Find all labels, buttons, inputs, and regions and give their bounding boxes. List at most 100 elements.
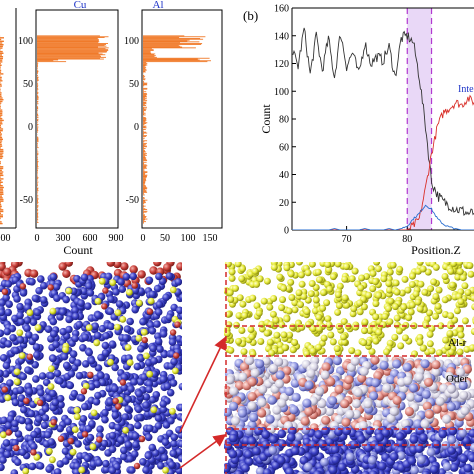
- hist-cu-bar: [37, 39, 99, 41]
- atom-yellow: [73, 406, 81, 414]
- atom-red: [36, 399, 44, 406]
- atom-yellow: [113, 323, 121, 331]
- chart-b-series: [292, 27, 474, 230]
- atom-mixed: [351, 409, 361, 419]
- atom-blue: [13, 295, 21, 303]
- atom-blue: [167, 416, 175, 425]
- atom-mixed: [442, 414, 452, 424]
- hist-cu-bar: [37, 68, 38, 69]
- atom-blue: [328, 465, 338, 474]
- atom-mixed: [420, 359, 430, 369]
- atom-blue: [146, 424, 154, 433]
- atom-yellow: [263, 277, 271, 285]
- atom-blue: [111, 384, 119, 393]
- hist-al-bar: [143, 167, 147, 168]
- atom-yellow: [291, 306, 299, 314]
- atom-blue: [145, 385, 153, 394]
- hist-left-bar: [0, 90, 1, 92]
- hist-al-bar: [143, 78, 146, 80]
- atom-yellow: [143, 352, 150, 360]
- atom-blue: [375, 432, 385, 442]
- atom-blue: [24, 366, 32, 374]
- atom-yellow: [470, 294, 474, 302]
- hist-cu-bar: [37, 44, 106, 45]
- atom-blue: [179, 414, 182, 422]
- atom-blue: [71, 334, 79, 343]
- atom-blue: [94, 391, 102, 400]
- atom-mixed: [267, 395, 277, 405]
- atom-blue: [102, 332, 110, 340]
- hist-al-bar: [143, 41, 200, 43]
- atom-yellow: [386, 268, 394, 276]
- hist-al-bar: [143, 59, 200, 61]
- hist-cu-bar: [37, 64, 38, 66]
- hist-al-bar: [143, 99, 148, 101]
- atom-blue: [70, 389, 79, 398]
- chart-b-xlabel: Position.Z: [411, 243, 461, 257]
- atom-blue: [62, 361, 71, 370]
- atom-yellow: [435, 349, 443, 357]
- atom-mixed: [424, 377, 434, 387]
- atom-blue: [234, 469, 243, 474]
- hist-cu-bar: [37, 213, 38, 215]
- atom-yellow: [114, 309, 122, 317]
- atom-mixed: [336, 366, 346, 376]
- atom-blue: [314, 430, 324, 440]
- chart-b-ylabel: Count: [259, 104, 273, 134]
- atom-yellow: [334, 291, 342, 299]
- atom-yellow: [71, 426, 79, 433]
- atom-yellow: [94, 297, 102, 305]
- hist-al-bar: [143, 217, 145, 219]
- hist-al-bar: [143, 93, 147, 94]
- hist-al-bar: [143, 88, 148, 90]
- atom-red: [133, 462, 141, 470]
- hist-al-bar: [143, 102, 146, 104]
- hist-left-bar: [0, 140, 3, 142]
- atom-blue: [39, 296, 48, 304]
- hist-cu-bar: [37, 100, 39, 102]
- hist-al-bar: [143, 222, 144, 223]
- hist-cu-bar: [37, 207, 39, 209]
- hist-al-bar: [143, 37, 180, 38]
- hist-cu-bar: [37, 147, 39, 149]
- atom-red: [96, 436, 103, 443]
- hist-cu-bar: [37, 122, 38, 124]
- atom-yellow: [140, 328, 148, 336]
- hist-cu-bar: [37, 126, 39, 128]
- atom-blue: [71, 306, 79, 315]
- hist-al-bar: [143, 210, 148, 212]
- atom-red: [113, 262, 122, 269]
- hist-cu-bar: [37, 77, 39, 79]
- atom-mixed: [350, 356, 360, 366]
- atom-yellow: [419, 344, 427, 352]
- atom-yellow: [428, 325, 436, 333]
- atom-yellow: [424, 268, 432, 276]
- atom-yellow: [372, 300, 380, 308]
- chart-b-ytick-label: 40: [279, 170, 289, 181]
- hist-left-bar: [0, 56, 4, 58]
- hist-cu-title: Cu: [74, 0, 87, 11]
- atom-blue: [361, 470, 370, 474]
- hist-al-bar: [143, 93, 148, 95]
- atom-yellow: [309, 325, 317, 333]
- hist-al-bar: [143, 148, 146, 149]
- hist-cu-bar: [37, 117, 39, 118]
- atom-yellow: [270, 295, 278, 302]
- hist-left-bar: [0, 148, 4, 151]
- hist-left-bar: [0, 42, 3, 44]
- hist-left-bar: [0, 44, 4, 46]
- hist-al-bar: [143, 173, 145, 175]
- atom-blue: [144, 452, 153, 460]
- atom-blue: [377, 461, 387, 471]
- hist-cu-bar: [37, 204, 39, 206]
- hist-left-bar: [0, 40, 4, 42]
- atom-blue: [100, 439, 109, 448]
- atom-blue: [135, 390, 143, 398]
- hist-al-bar: [143, 191, 148, 193]
- atom-blue: [4, 280, 13, 288]
- hist-al-bar: [143, 112, 146, 114]
- atom-yellow: [22, 467, 30, 474]
- atom-blue: [81, 333, 89, 342]
- atom-yellow: [279, 296, 286, 304]
- hist-cu-bar: [37, 110, 38, 112]
